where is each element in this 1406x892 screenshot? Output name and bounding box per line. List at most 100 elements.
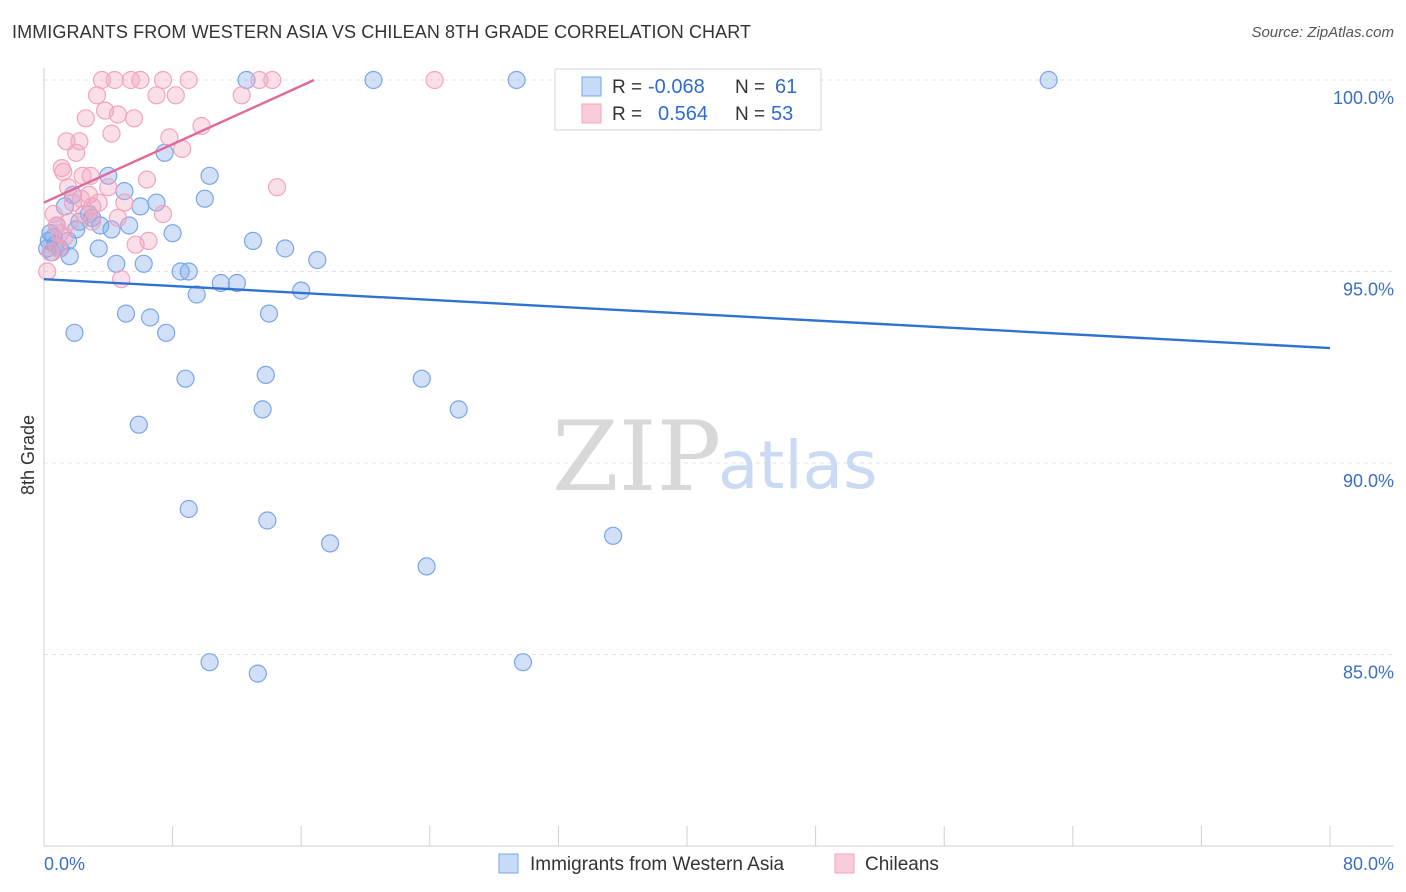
point-chileans [153, 204, 173, 224]
stats-r-label-pink: R = [612, 104, 642, 125]
stats-r-label-blue: R = [612, 77, 642, 98]
stats-legend-swatch-pink [581, 103, 602, 124]
x-tick-label-max: 80.0% [1343, 854, 1394, 874]
trend-line-chileans [43, 78, 315, 204]
point-chileans [425, 70, 444, 90]
y-axis-title: 8th Grade [18, 415, 38, 495]
stats-legend: R = -0.068 N = 61 R = 0.564 N = 53 [554, 68, 822, 131]
point-chileans [179, 70, 198, 90]
point-western-asia [417, 557, 436, 576]
point-chileans [263, 70, 282, 90]
point-western-asia [147, 193, 166, 212]
point-chileans [268, 178, 287, 197]
point-western-asia [179, 499, 198, 519]
y-tick-label: 90.0% [1343, 471, 1394, 491]
point-western-asia [1039, 70, 1058, 90]
point-chileans [108, 208, 128, 227]
stats-legend-swatch-blue [581, 76, 602, 97]
point-chileans [75, 204, 94, 224]
point-western-asia [321, 534, 340, 553]
point-western-asia [256, 365, 275, 384]
point-chileans [67, 143, 86, 162]
point-western-asia [248, 664, 267, 683]
chart-title: IMMIGRANTS FROM WESTERN ASIA VS CHILEAN … [12, 22, 752, 42]
point-western-asia [243, 231, 263, 250]
point-western-asia [134, 254, 153, 273]
point-chileans [55, 227, 75, 247]
y-tick-label: 100.0% [1333, 88, 1394, 108]
watermark-atlas: atlas [718, 427, 878, 504]
series-legend: Immigrants from Western Asia Chileans [498, 853, 939, 875]
point-western-asia [187, 285, 206, 304]
point-western-asia [141, 308, 160, 327]
point-chileans [89, 193, 108, 212]
trend-line-western-asia [43, 277, 1331, 350]
point-chileans [87, 86, 107, 105]
point-western-asia [89, 239, 108, 258]
point-chileans [71, 189, 91, 208]
stats-n-value-pink: 53 [771, 103, 793, 125]
point-western-asia [116, 304, 136, 323]
point-western-asia [129, 415, 148, 434]
point-chileans [99, 178, 118, 197]
point-western-asia [513, 653, 533, 672]
point-chileans [115, 193, 134, 212]
point-western-asia [292, 281, 311, 300]
point-western-asia [449, 400, 468, 419]
data-points [38, 70, 1058, 683]
point-western-asia [412, 369, 431, 388]
point-western-asia [107, 254, 126, 273]
axes [43, 68, 1394, 847]
trend-lines [43, 78, 1331, 350]
point-western-asia [364, 70, 383, 90]
chart-source: Source: ZipAtlas.com [1251, 24, 1394, 41]
point-western-asia [200, 653, 219, 672]
point-western-asia [308, 250, 327, 270]
point-western-asia [259, 304, 279, 323]
point-western-asia [507, 70, 526, 90]
point-chileans [232, 86, 251, 105]
point-western-asia [163, 224, 182, 243]
point-chileans [153, 70, 173, 90]
point-western-asia [179, 262, 198, 281]
point-chileans [112, 270, 131, 289]
series-legend-swatch-0 [498, 853, 519, 874]
point-western-asia [157, 323, 176, 342]
point-chileans [166, 86, 185, 105]
grid-lines [44, 79, 1394, 655]
point-western-asia [253, 400, 272, 419]
point-western-asia [65, 323, 84, 342]
point-chileans [38, 262, 57, 281]
point-western-asia [603, 526, 623, 545]
series-legend-label-1: Chileans [865, 854, 939, 875]
y-tick-label: 85.0% [1343, 663, 1394, 683]
point-western-asia [276, 239, 295, 258]
point-chileans [76, 109, 95, 128]
point-chileans [102, 124, 121, 143]
x-tick-label-min: 0.0% [44, 854, 85, 874]
point-western-asia [200, 166, 219, 185]
point-chileans [92, 70, 112, 90]
point-chileans [121, 70, 140, 90]
point-chileans [44, 204, 63, 224]
y-tick-label: 95.0% [1343, 280, 1394, 300]
point-chileans [105, 70, 124, 90]
point-chileans [250, 70, 269, 90]
watermark: ZIP atlas [552, 401, 878, 513]
stats-r-value-blue: -0.068 [648, 76, 705, 98]
stats-r-value-pink: 0.564 [658, 103, 708, 125]
point-chileans [131, 70, 150, 90]
point-western-asia [131, 197, 150, 216]
series-legend-label-0: Immigrants from Western Asia [530, 854, 785, 875]
point-chileans [124, 109, 144, 128]
point-chileans [49, 239, 68, 258]
stats-n-label-pink: N = [735, 104, 765, 125]
point-western-asia [227, 273, 246, 293]
point-western-asia [258, 511, 277, 530]
watermark-zip: ZIP [552, 401, 721, 513]
stats-n-value-blue: 61 [775, 76, 797, 98]
point-western-asia [102, 220, 121, 239]
point-chileans [52, 159, 71, 178]
point-western-asia [176, 369, 195, 388]
